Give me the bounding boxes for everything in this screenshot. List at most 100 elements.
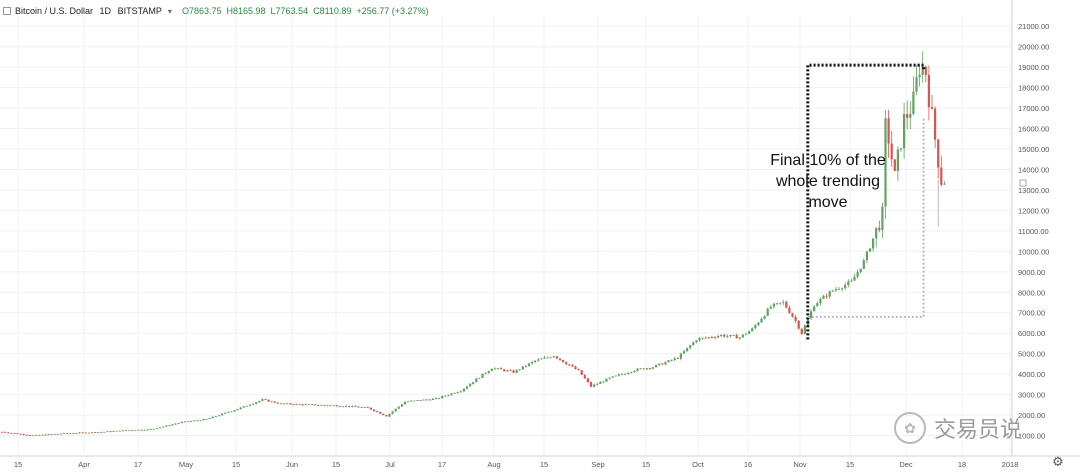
candle-body [112,431,115,432]
y-tick-label: 20000.00 [1018,43,1049,52]
candle-body [366,407,369,408]
candle-body [295,404,298,405]
candle-body [425,399,428,401]
y-tick-label: 17000.00 [1018,104,1049,113]
candle-body [13,433,16,434]
candle-body [543,357,546,359]
candle-body [896,149,899,171]
candle-body [686,347,689,352]
candle-body [143,430,146,431]
candle-body [174,423,177,425]
candle-body [441,396,444,399]
y-tick-label: 11000.00 [1018,227,1049,236]
candle-body [227,412,230,413]
candle-body [233,410,236,412]
candle-body [490,368,493,372]
candle-body [779,302,782,304]
candle-body [62,433,66,434]
candle-body [50,434,53,435]
candle-body [899,148,903,150]
candle-body [140,429,143,431]
candle-body [335,405,338,407]
candle-body [134,430,137,432]
candle-body [862,260,865,269]
candle-body [155,428,159,430]
symbol-name[interactable]: Bitcoin / U.S. Dollar 1D BITSTAMP [15,6,162,16]
candle-body [323,404,326,406]
axis-marker [1019,179,1027,187]
ohlc-close: C8110.89 [313,6,352,16]
candle-body [555,356,558,359]
candle-body [25,434,28,436]
y-tick-label: 4000.00 [1018,370,1045,379]
candle-body [614,375,617,377]
candle-body [106,431,109,433]
y-tick-label: 2000.00 [1018,411,1045,420]
candle-body [369,407,372,410]
candle-body [692,342,695,346]
candle-body [546,357,549,359]
candle-body [506,370,509,372]
candle-body [7,432,10,434]
candle-body [679,353,682,359]
candle-body [816,303,819,307]
candle-body [137,429,140,431]
candle-body [639,368,642,370]
y-tick-label: 10000.00 [1018,247,1049,256]
candle-body [385,415,388,417]
candle-body [410,400,413,402]
candle-body [407,401,410,403]
x-tick-label: 15 [232,460,240,469]
candle-body [834,289,837,291]
candle-body [763,315,766,319]
price-axis [1012,0,1080,473]
candle-body [769,306,772,309]
interval-label: 1D [99,6,112,16]
candle-body [729,334,732,337]
candle-body [292,404,295,406]
exchange-label: BITSTAMP [117,6,162,16]
candle-body [633,370,636,373]
candle-body [202,419,205,421]
candle-body [75,433,78,435]
candle-body [924,66,927,75]
annotation-line-2: whole trending [775,173,881,190]
x-tick-label: Jun [286,460,298,469]
y-tick-label: 3000.00 [1018,391,1045,400]
candle-body [574,366,577,370]
candle-body [884,118,887,207]
candle-body [400,404,403,407]
candle-body [856,272,859,277]
candle-body [332,405,335,407]
candle-body [624,373,627,375]
x-tick-label: Sep [591,460,604,469]
candle-body [682,351,686,354]
y-tick-label: 14000.00 [1018,165,1049,174]
candle-body [738,337,741,339]
candle-body [149,429,152,431]
candle-body [890,143,893,160]
gear-icon[interactable]: ⚙ [1052,454,1064,469]
candle-body [478,377,481,379]
candle-body [267,399,270,402]
candle-body [912,91,915,114]
candle-body [152,428,155,430]
candle-body [599,381,602,384]
candle-body [540,358,543,360]
candle-body [447,395,450,396]
x-tick-label: 18 [958,460,966,469]
candle-body [357,406,360,408]
candle-body [580,370,583,375]
candle-body [428,399,431,401]
candle-body [676,358,679,360]
candle-body [751,328,754,332]
collapse-icon[interactable] [3,7,11,15]
candle-body [162,426,165,428]
candle-body [56,433,59,435]
candle-body [698,338,701,341]
candle-body [859,268,862,273]
candle-body [190,421,193,422]
candle-body [264,399,267,400]
chevron-down-icon[interactable]: ▾ [167,6,172,16]
